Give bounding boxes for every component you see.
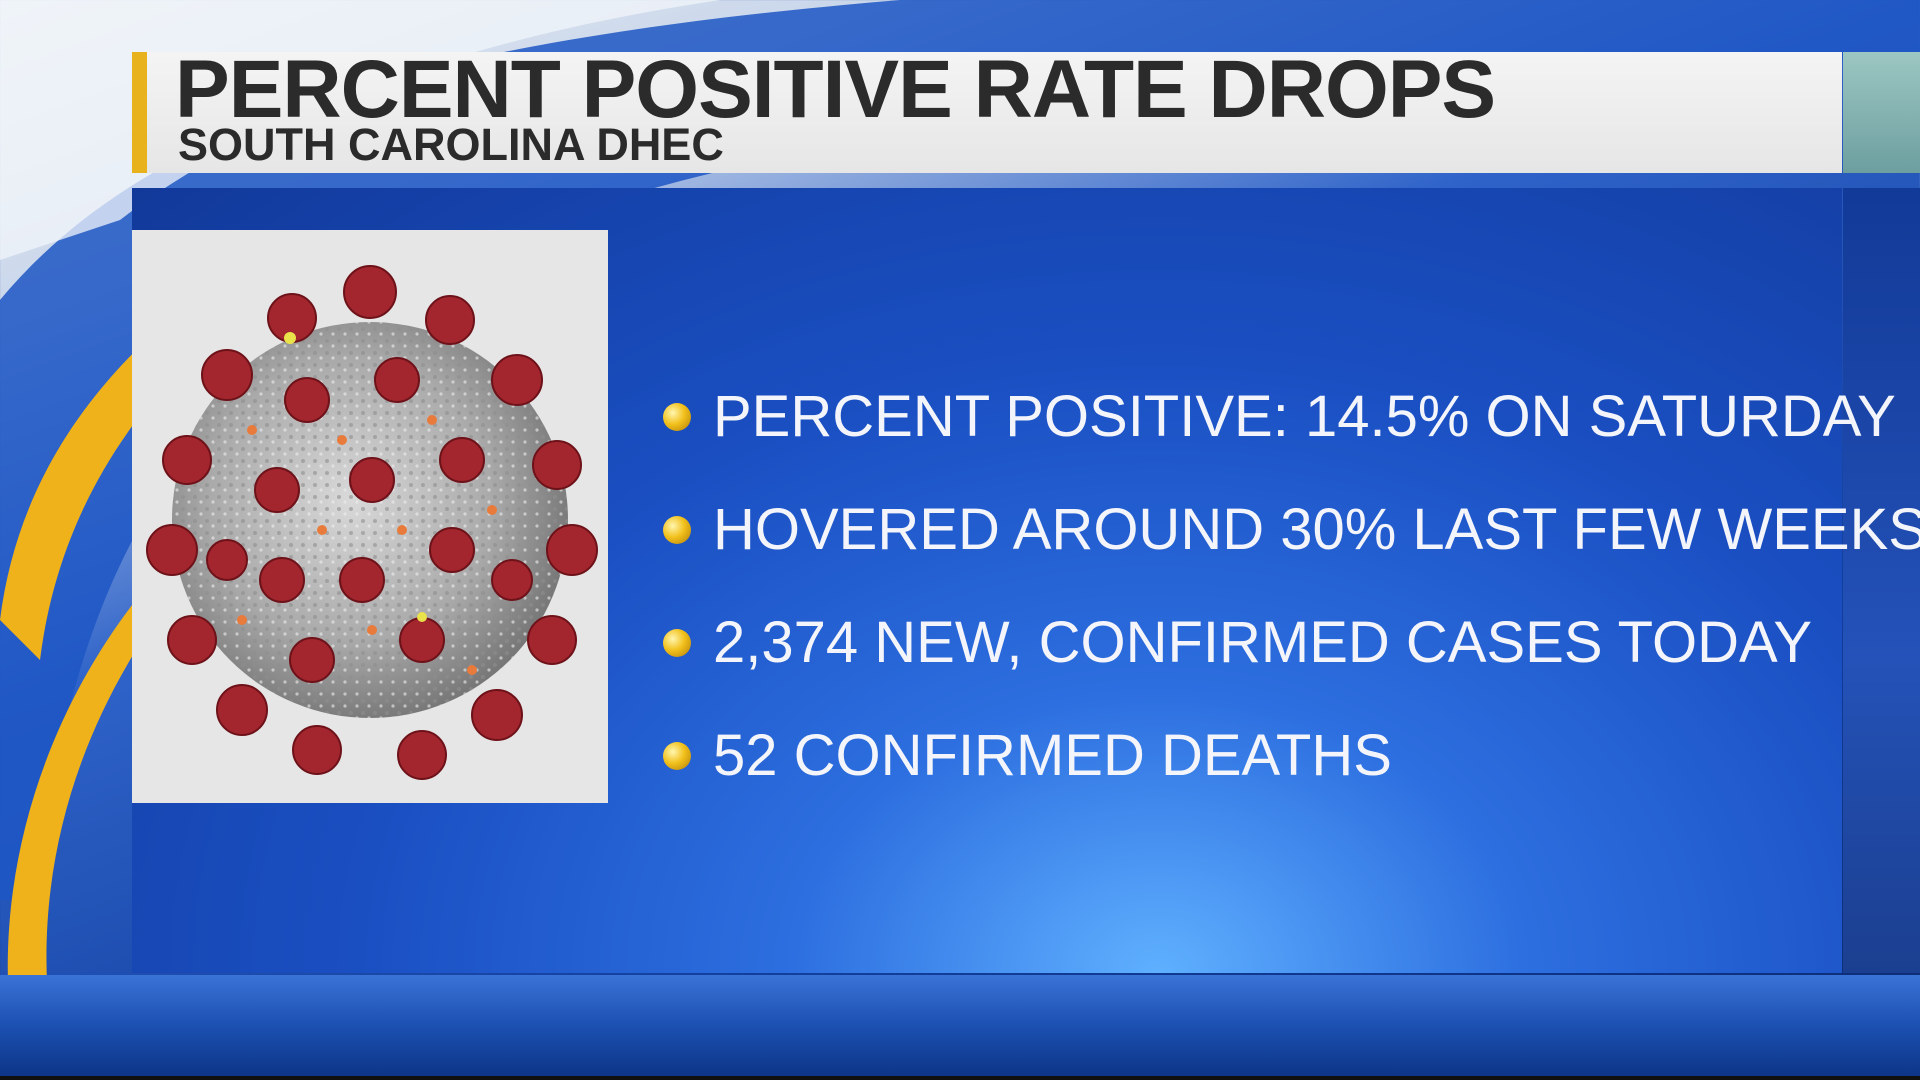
page-title: PERCENT POSITIVE RATE DROPS [175, 44, 1496, 135]
bullet-list: PERCENT POSITIVE: 14.5% ON SATURDAY HOVE… [660, 365, 1920, 817]
bullet-text: 2,374 NEW, CONFIRMED CASES TODAY [713, 610, 1813, 675]
bottom-bar [0, 1076, 1920, 1080]
panel-right-edge [1843, 188, 1920, 973]
coronavirus-image [132, 230, 608, 803]
list-item: PERCENT POSITIVE: 14.5% ON SATURDAY [660, 365, 1896, 478]
lower-band [0, 975, 1920, 1080]
header-bar [132, 52, 1842, 173]
list-item: 52 CONFIRMED DEATHS [660, 704, 1840, 817]
bullet-dot-icon [663, 629, 691, 657]
list-item: HOVERED AROUND 30% LAST FEW WEEKS [660, 478, 1920, 591]
header-right-block [1843, 52, 1920, 173]
list-item: 2,374 NEW, CONFIRMED CASES TODAY [660, 591, 1840, 704]
bullet-text: HOVERED AROUND 30% LAST FEW WEEKS [713, 497, 1920, 562]
page-subtitle: SOUTH CAROLINA DHEC [178, 119, 724, 170]
header-accent-stripe [132, 52, 147, 173]
bullet-text: 52 CONFIRMED DEATHS [713, 723, 1392, 788]
bullet-dot-icon [663, 403, 691, 431]
bullet-dot-icon [663, 742, 691, 770]
bullet-dot-icon [663, 516, 691, 544]
coronavirus-illustration-icon [146, 265, 598, 780]
bullet-text: PERCENT POSITIVE: 14.5% ON SATURDAY [713, 384, 1896, 449]
